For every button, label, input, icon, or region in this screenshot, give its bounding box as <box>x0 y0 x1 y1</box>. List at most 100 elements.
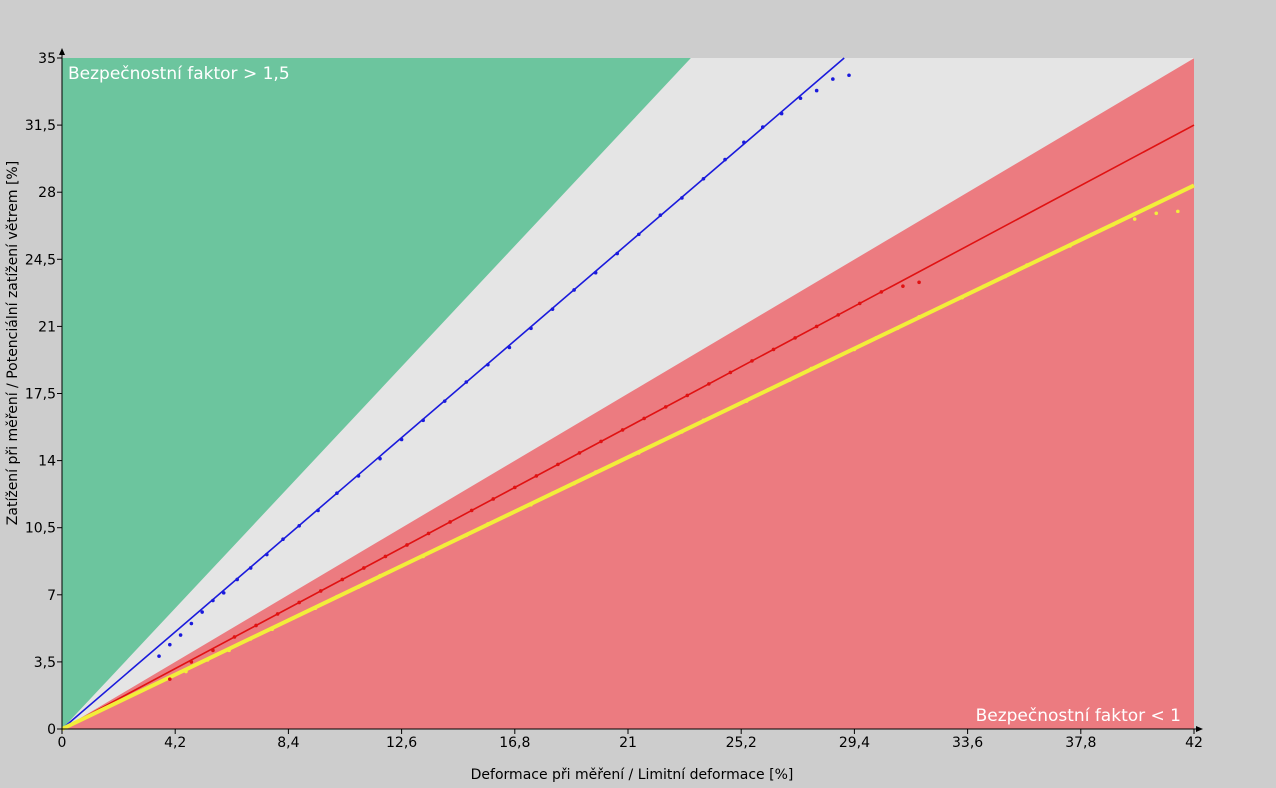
data-point-series-0 <box>742 140 746 145</box>
data-point-series-2 <box>335 594 339 599</box>
data-point-series-0 <box>316 508 320 513</box>
y-tick-label: 35 <box>38 51 56 67</box>
y-tick-label: 14 <box>38 454 56 470</box>
zone-label-danger: Bezpečnostní faktor < 1 <box>976 706 1181 726</box>
data-point-series-1 <box>275 612 280 616</box>
data-point-series-2 <box>507 512 512 517</box>
y-axis-title: Zatížení při měření / Potenciální zatíže… <box>5 161 21 525</box>
data-point-series-2 <box>701 418 706 423</box>
x-tick-label: 12,6 <box>386 735 417 751</box>
data-point-series-0 <box>168 642 172 647</box>
data-point-series-1 <box>620 428 625 432</box>
y-tick-label: 17,5 <box>25 387 56 403</box>
data-point-series-0 <box>636 232 641 237</box>
data-point-series-2 <box>572 481 576 486</box>
data-point-series-2 <box>744 399 749 403</box>
data-point-series-2 <box>399 564 404 568</box>
data-point-series-0 <box>798 96 803 101</box>
data-point-series-1 <box>556 462 560 467</box>
data-point-series-2 <box>831 357 835 361</box>
data-point-series-1 <box>814 324 819 329</box>
data-point-series-0 <box>200 610 204 614</box>
data-point-series-2 <box>895 326 900 331</box>
x-tick-label: 16,8 <box>499 735 530 751</box>
data-point-series-2 <box>1176 209 1180 214</box>
data-point-series-2 <box>313 606 318 611</box>
data-point-series-2 <box>809 366 814 371</box>
data-point-series-2 <box>593 470 598 474</box>
data-point-series-2 <box>1003 274 1008 279</box>
data-point-series-0 <box>464 380 469 384</box>
data-point-series-1 <box>469 508 474 513</box>
x-tick-label: 37,8 <box>1065 735 1096 751</box>
data-point-series-1 <box>405 543 409 547</box>
data-point-series-2 <box>636 451 641 455</box>
data-point-series-0 <box>265 552 269 557</box>
data-point-series-1 <box>513 485 517 490</box>
data-point-series-1 <box>577 451 582 455</box>
data-point-series-2 <box>938 305 943 310</box>
data-point-series-1 <box>685 393 690 398</box>
data-point-series-2 <box>723 408 727 413</box>
x-tick-label: 21 <box>619 735 637 751</box>
data-point-series-2 <box>981 284 986 288</box>
zone-safe <box>62 58 691 729</box>
data-point-series-0 <box>779 111 784 116</box>
data-point-series-0 <box>399 437 404 442</box>
data-point-series-2 <box>680 430 684 434</box>
y-tick-label: 10,5 <box>25 521 56 537</box>
fit-line-0 <box>61 57 845 730</box>
y-tick-label: 28 <box>38 185 56 201</box>
tick-labels: 0 4,2 8,4 12,6 16,8 21 25,2 29,4 33,6 37,8 42 0 3,5 7… <box>25 51 1203 751</box>
data-point-series-1 <box>362 566 366 570</box>
data-point-series-0 <box>680 196 684 200</box>
data-points <box>157 73 1180 681</box>
data-point-series-2 <box>787 378 792 382</box>
data-point-series-0 <box>297 523 301 528</box>
data-point-series-1 <box>793 336 797 340</box>
x-tick-label: 25,2 <box>726 735 757 751</box>
data-point-series-0 <box>248 566 253 570</box>
fit-line-1 <box>61 124 1195 730</box>
y-tick-label: 7 <box>47 588 56 604</box>
data-point-series-2 <box>227 648 231 653</box>
data-point-series-0 <box>593 270 598 275</box>
data-point-series-0 <box>723 157 727 162</box>
data-point-series-2 <box>356 585 361 589</box>
data-point-series-1 <box>707 382 711 386</box>
x-tick-label: 42 <box>1185 735 1203 751</box>
x-tick-label: 4,2 <box>164 735 186 751</box>
data-point-series-0 <box>221 591 226 595</box>
data-point-series-1 <box>426 531 431 536</box>
data-point-series-0 <box>157 654 161 658</box>
data-point-series-0 <box>847 73 851 78</box>
y-tick-label: 24,5 <box>25 252 56 268</box>
data-point-series-1 <box>879 290 884 294</box>
data-point-series-1 <box>297 600 301 605</box>
data-point-series-1 <box>318 589 323 593</box>
data-point-series-2 <box>766 387 770 392</box>
data-point-series-2 <box>1132 217 1137 221</box>
data-point-series-1 <box>211 648 215 653</box>
data-point-series-2 <box>486 522 490 526</box>
data-point-series-1 <box>836 313 841 317</box>
data-point-series-2 <box>291 616 296 620</box>
x-axis-arrow <box>1196 726 1203 732</box>
axes <box>57 48 1203 734</box>
data-point-series-2 <box>1025 263 1029 267</box>
y-tick-label: 0 <box>47 722 56 738</box>
data-point-series-2 <box>1111 222 1115 227</box>
y-tick-label: 21 <box>38 319 56 335</box>
data-point-series-2 <box>205 658 210 662</box>
data-point-series-2 <box>421 554 425 559</box>
data-point-series-1 <box>383 554 388 559</box>
data-point-series-0 <box>658 213 663 218</box>
y-axis-arrow <box>59 48 65 55</box>
data-point-series-2 <box>550 491 555 495</box>
data-point-series-2 <box>874 336 878 340</box>
data-point-series-1 <box>857 301 862 306</box>
data-point-series-1 <box>917 280 921 285</box>
x-tick-label: 8,4 <box>277 735 299 751</box>
data-point-series-2 <box>615 460 620 465</box>
